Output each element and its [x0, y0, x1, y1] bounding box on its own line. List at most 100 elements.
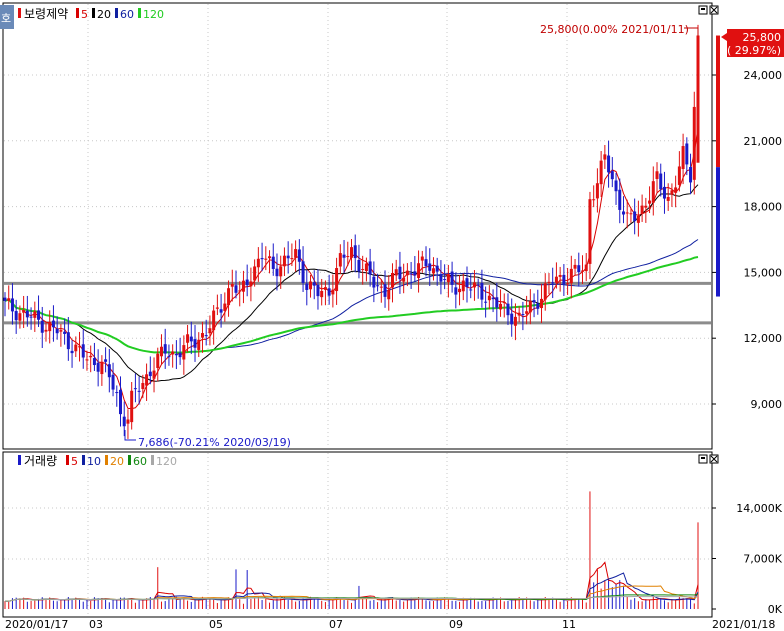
- candle-body: [379, 286, 383, 288]
- candle-body: [297, 249, 301, 262]
- badge-label: 호: [1, 12, 11, 25]
- candle-body: [22, 310, 26, 313]
- candle-body: [398, 266, 402, 280]
- candle-body: [271, 256, 275, 269]
- legend-swatch-vma5: [66, 455, 69, 465]
- candles: [3, 24, 700, 439]
- candle-body: [264, 258, 268, 260]
- candle-body: [476, 284, 480, 286]
- max-arrow: [684, 27, 699, 36]
- candle-body: [685, 143, 689, 165]
- candle-body: [81, 344, 85, 358]
- candle-body: [506, 303, 510, 316]
- candle-body: [145, 374, 149, 386]
- candle-body: [148, 371, 152, 377]
- candle-body: [517, 312, 521, 316]
- candle-body: [350, 247, 353, 258]
- candle-body: [29, 316, 33, 318]
- candle-body: [648, 200, 652, 204]
- volume-moving-averages: [4, 561, 699, 602]
- legend-ma5: 5: [81, 8, 88, 21]
- candle-body: [562, 274, 566, 285]
- candle-body: [163, 344, 167, 354]
- candle-body: [368, 261, 372, 275]
- volume-panel: [2, 451, 713, 618]
- candle-body: [674, 187, 678, 193]
- candle-body: [245, 279, 249, 286]
- x-tick-label: 05: [209, 618, 223, 631]
- y-tick-label: 15,000: [744, 266, 783, 279]
- volume-ma-120: [4, 595, 699, 602]
- close-icon-glyph: [710, 6, 718, 14]
- candle-body: [413, 271, 417, 276]
- candle-body: [212, 310, 216, 331]
- candle-body: [107, 364, 111, 378]
- candle-body: [223, 303, 227, 311]
- candle-body: [543, 283, 547, 300]
- candle-body: [376, 285, 380, 287]
- candle-body: [592, 199, 596, 201]
- candle-body: [305, 283, 309, 290]
- candle-body: [92, 358, 96, 366]
- candle-body: [66, 332, 70, 350]
- current-price-bg: [727, 29, 784, 57]
- current-price-pointer: [721, 33, 727, 41]
- x-tick-label: 2020/01/17: [5, 618, 68, 631]
- candle-body: [40, 320, 44, 333]
- legend-swatch-ma5: [76, 8, 79, 18]
- candle-body: [215, 307, 219, 309]
- candle-body: [361, 268, 365, 270]
- candle-body: [420, 256, 424, 261]
- candle-body: [111, 374, 115, 390]
- candle-body: [532, 300, 536, 303]
- legend-swatch-ma120: [138, 8, 141, 18]
- candle-body: [584, 264, 588, 272]
- candle-body: [312, 282, 316, 286]
- candle-body: [581, 270, 584, 272]
- axis-range-down: [716, 167, 720, 297]
- min-arrow: [124, 430, 136, 441]
- candle-body: [320, 290, 324, 298]
- current-price-box: 25,800 ( 29.97%): [721, 29, 784, 57]
- candle-body: [294, 249, 298, 258]
- candle-body: [513, 316, 517, 326]
- badge[interactable]: [0, 5, 14, 29]
- candle-body: [241, 280, 245, 292]
- candle-body: [536, 303, 540, 309]
- candle-body: [644, 205, 648, 208]
- x-tick-label: 2021/01/18: [712, 618, 775, 631]
- candle-body: [610, 171, 614, 180]
- candle-body: [450, 271, 454, 285]
- y-tick-label: 21,000: [744, 135, 783, 148]
- candle-body: [141, 383, 145, 389]
- candle-body: [133, 388, 137, 390]
- candle-body: [458, 288, 462, 293]
- candle-body: [390, 272, 394, 288]
- candle-body: [454, 287, 458, 295]
- candle-body: [122, 416, 126, 427]
- restore-icon-glyph: [701, 8, 705, 10]
- candle-body: [659, 173, 663, 190]
- candle-body: [335, 268, 339, 292]
- candle-body: [126, 419, 130, 424]
- candle-body: [182, 345, 186, 360]
- candle-body: [465, 278, 469, 288]
- legend-swatch-vma20: [105, 455, 108, 465]
- y-tick-label: 12,000: [744, 332, 783, 345]
- ma-legend: 5 20 60 120: [76, 8, 164, 21]
- candle-body: [625, 212, 629, 214]
- candle-body: [59, 330, 63, 332]
- candle-body: [603, 154, 607, 160]
- legend-swatch-ma20: [92, 8, 95, 18]
- candle-body: [89, 355, 93, 358]
- candle-body: [621, 211, 625, 215]
- restore-icon-glyph: [701, 457, 705, 459]
- y-tick-label: 24,000: [744, 69, 783, 82]
- candle-body: [681, 146, 685, 169]
- close-icon-glyph: [710, 455, 718, 463]
- y-tick-label: 9,000: [751, 398, 783, 411]
- candle-body: [156, 353, 160, 368]
- candle-body: [417, 263, 421, 279]
- candle-body: [588, 199, 592, 264]
- candle-body: [569, 268, 573, 284]
